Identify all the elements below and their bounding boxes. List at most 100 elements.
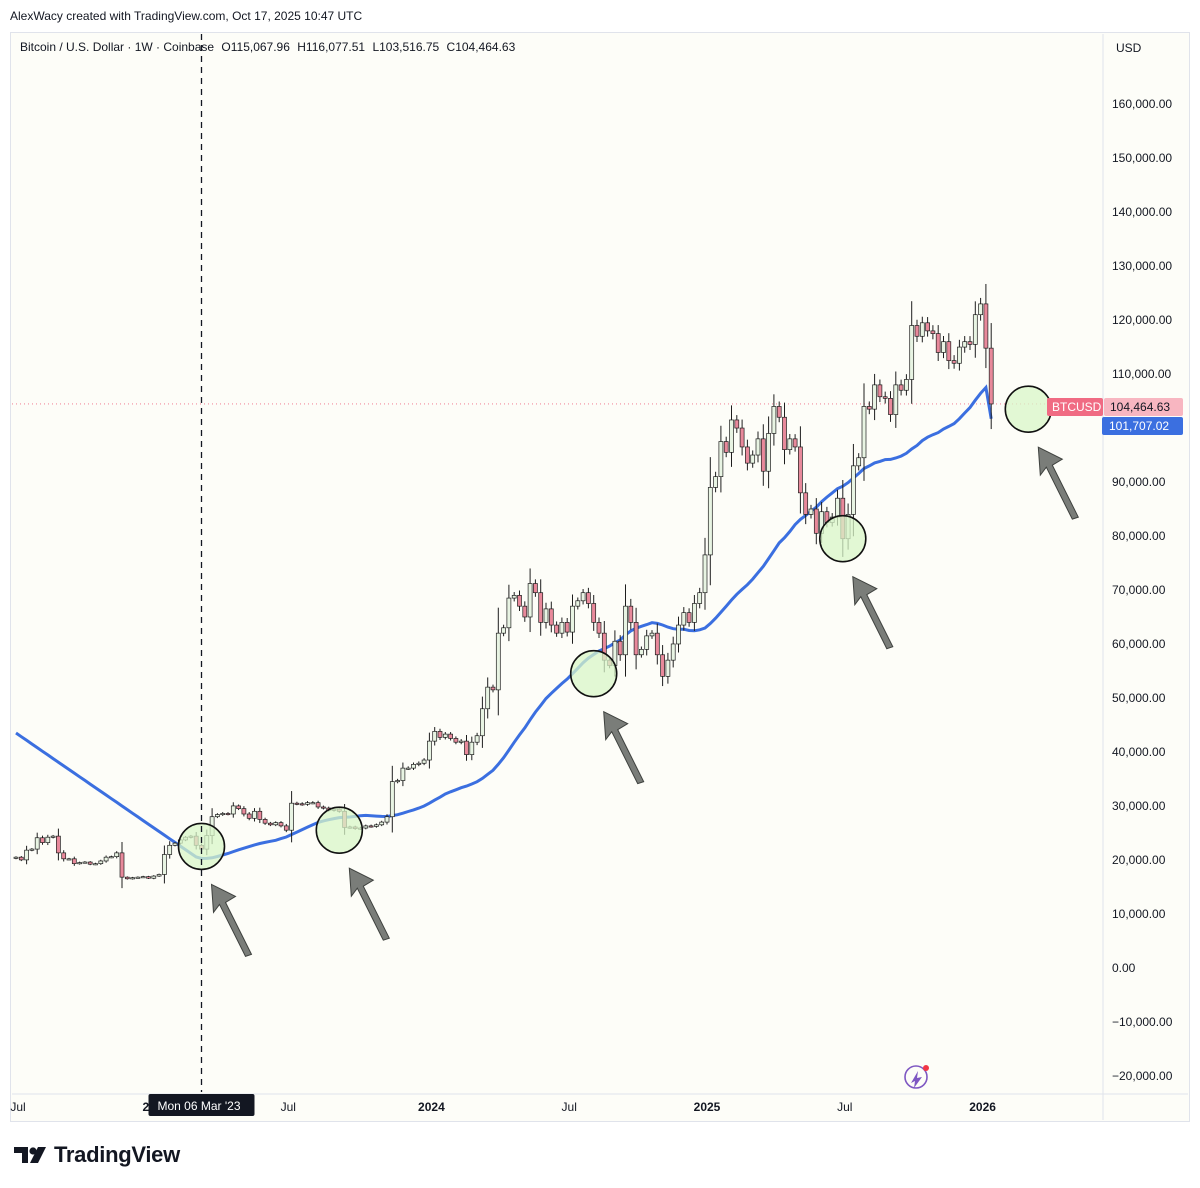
chart-frame[interactable] — [10, 32, 1190, 1122]
candle-down — [464, 740, 469, 755]
candle-down — [914, 325, 920, 337]
candle-down — [739, 427, 745, 448]
candle-down — [225, 813, 231, 816]
annotation-arrow — [852, 575, 894, 650]
candle-down — [368, 825, 374, 828]
candle-up — [702, 554, 708, 594]
chart-legend: Bitcoin / U.S. Dollar · 1W · Coinbase O1… — [20, 40, 519, 54]
candle-up — [82, 861, 88, 864]
highlight-circle — [569, 649, 618, 698]
candle-down — [533, 583, 538, 594]
candle-up — [527, 583, 533, 618]
btcusd-price-tag: BTCUSD 104,464.63 — [1047, 398, 1183, 416]
candle-down — [18, 856, 24, 861]
legend-low: L103,516.75 — [372, 40, 440, 54]
candle-up — [707, 487, 713, 556]
candle-up — [220, 813, 226, 816]
price-tick-label: 80,000.00 — [1112, 529, 1166, 543]
candle-up — [957, 346, 962, 364]
time-tick-label: 2025 — [694, 1100, 721, 1114]
candle-down — [124, 876, 130, 880]
tradingview-logo-icon — [14, 1147, 46, 1163]
candle-down — [723, 441, 729, 453]
candle-down — [760, 438, 766, 472]
candle-down — [548, 608, 554, 626]
candle-up — [575, 600, 581, 607]
candle-up — [670, 643, 676, 661]
candle-up — [872, 384, 877, 410]
candle-up — [103, 856, 109, 862]
legend-symbol[interactable]: Bitcoin / U.S. Dollar · 1W · Coinbase — [20, 40, 215, 54]
candle-down — [564, 622, 570, 633]
tradingview-logo[interactable]: TradingView — [12, 1142, 180, 1168]
annotation-arrow — [348, 867, 391, 941]
candle-up — [114, 852, 120, 857]
candle-up — [480, 708, 485, 737]
candle-up — [649, 632, 655, 637]
candle-up — [172, 842, 178, 846]
time-tick-label: Jul — [10, 1100, 25, 1114]
candle-down — [315, 802, 321, 808]
price-tick-label: 20,000.00 — [1112, 853, 1166, 867]
candle-down — [745, 446, 750, 464]
candle-down — [538, 592, 544, 623]
price-axis[interactable]: 160,000.00 150,000.00 140,000.00 130,000.00… — [1112, 97, 1173, 1083]
candle-up — [501, 627, 506, 634]
candle-up — [305, 802, 310, 805]
candle-up — [893, 384, 899, 415]
candle-up — [697, 592, 703, 604]
price-tick-label: 90,000.00 — [1112, 475, 1166, 489]
candle-down — [930, 330, 936, 334]
candle-up — [766, 433, 771, 472]
candle-up — [151, 875, 157, 879]
candle-down — [56, 835, 61, 854]
price-tick-label: 60,000.00 — [1112, 637, 1166, 651]
candle-down — [490, 686, 496, 691]
price-tick-label: 130,000.00 — [1112, 259, 1172, 273]
candle-up — [570, 605, 575, 633]
legend-close: C104,464.63 — [446, 40, 516, 54]
candle-down — [798, 446, 803, 494]
time-tick-label: Jul — [281, 1100, 296, 1114]
candle-up — [808, 508, 814, 515]
candle-up — [310, 802, 316, 805]
candle-up — [416, 762, 422, 765]
candle-up — [363, 825, 369, 829]
candle-up — [771, 406, 777, 434]
price-tick-label: 120,000.00 — [1112, 313, 1172, 327]
candle-down — [776, 406, 782, 418]
candle-up — [215, 814, 220, 818]
price-tick-label: 140,000.00 — [1112, 205, 1172, 219]
candle-up — [543, 608, 549, 623]
ma-tag-value: 101,707.02 — [1109, 419, 1169, 433]
candle-down — [888, 398, 893, 415]
candle-up — [50, 835, 56, 838]
candle-down — [278, 822, 284, 827]
candle-up — [644, 635, 650, 650]
candle-up — [559, 622, 565, 634]
candle-down — [935, 333, 941, 353]
annotation-arrow — [1037, 446, 1080, 520]
ma-line — [15, 384, 993, 861]
candle-down — [586, 592, 591, 604]
candle-down — [951, 360, 957, 364]
candle-up — [856, 457, 862, 467]
currency-label[interactable]: USD — [1116, 41, 1142, 55]
candle-down — [686, 612, 692, 623]
candle-up — [109, 856, 114, 859]
candle-up — [495, 632, 501, 691]
candle-up — [851, 465, 856, 515]
candle-up — [623, 605, 628, 656]
candle-up — [904, 379, 909, 391]
candle-down — [983, 303, 989, 349]
candle-up — [93, 863, 98, 866]
assistant-sparkle-icon[interactable] — [904, 1065, 929, 1089]
candle-down — [946, 341, 952, 361]
time-tick-label: 2026 — [969, 1100, 996, 1114]
candle-up — [427, 740, 432, 761]
candle-down — [877, 384, 883, 398]
candle-down — [882, 396, 888, 399]
candle-up — [787, 438, 793, 450]
candle-up — [384, 816, 390, 823]
